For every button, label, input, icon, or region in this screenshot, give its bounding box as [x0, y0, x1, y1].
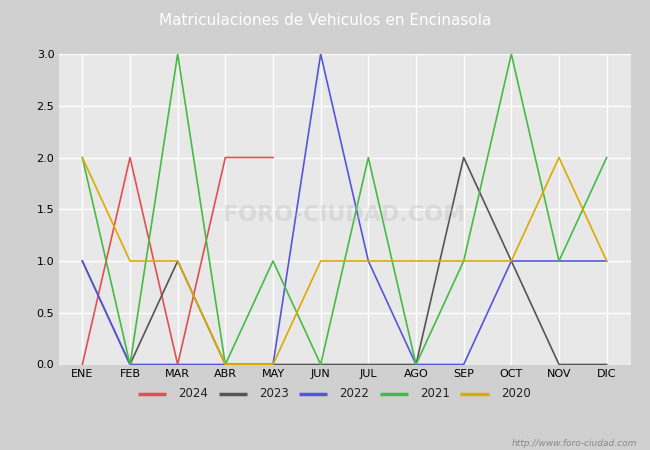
Text: 2023: 2023 — [259, 387, 289, 400]
Text: 2021: 2021 — [420, 387, 450, 400]
Text: Matriculaciones de Vehiculos en Encinasola: Matriculaciones de Vehiculos en Encinaso… — [159, 13, 491, 28]
Text: FORO-CIUDAD.COM: FORO-CIUDAD.COM — [224, 206, 465, 225]
Text: 2022: 2022 — [339, 387, 369, 400]
Text: 2020: 2020 — [500, 387, 530, 400]
Text: http://www.foro-ciudad.com: http://www.foro-ciudad.com — [512, 439, 637, 448]
Text: 2024: 2024 — [178, 387, 208, 400]
